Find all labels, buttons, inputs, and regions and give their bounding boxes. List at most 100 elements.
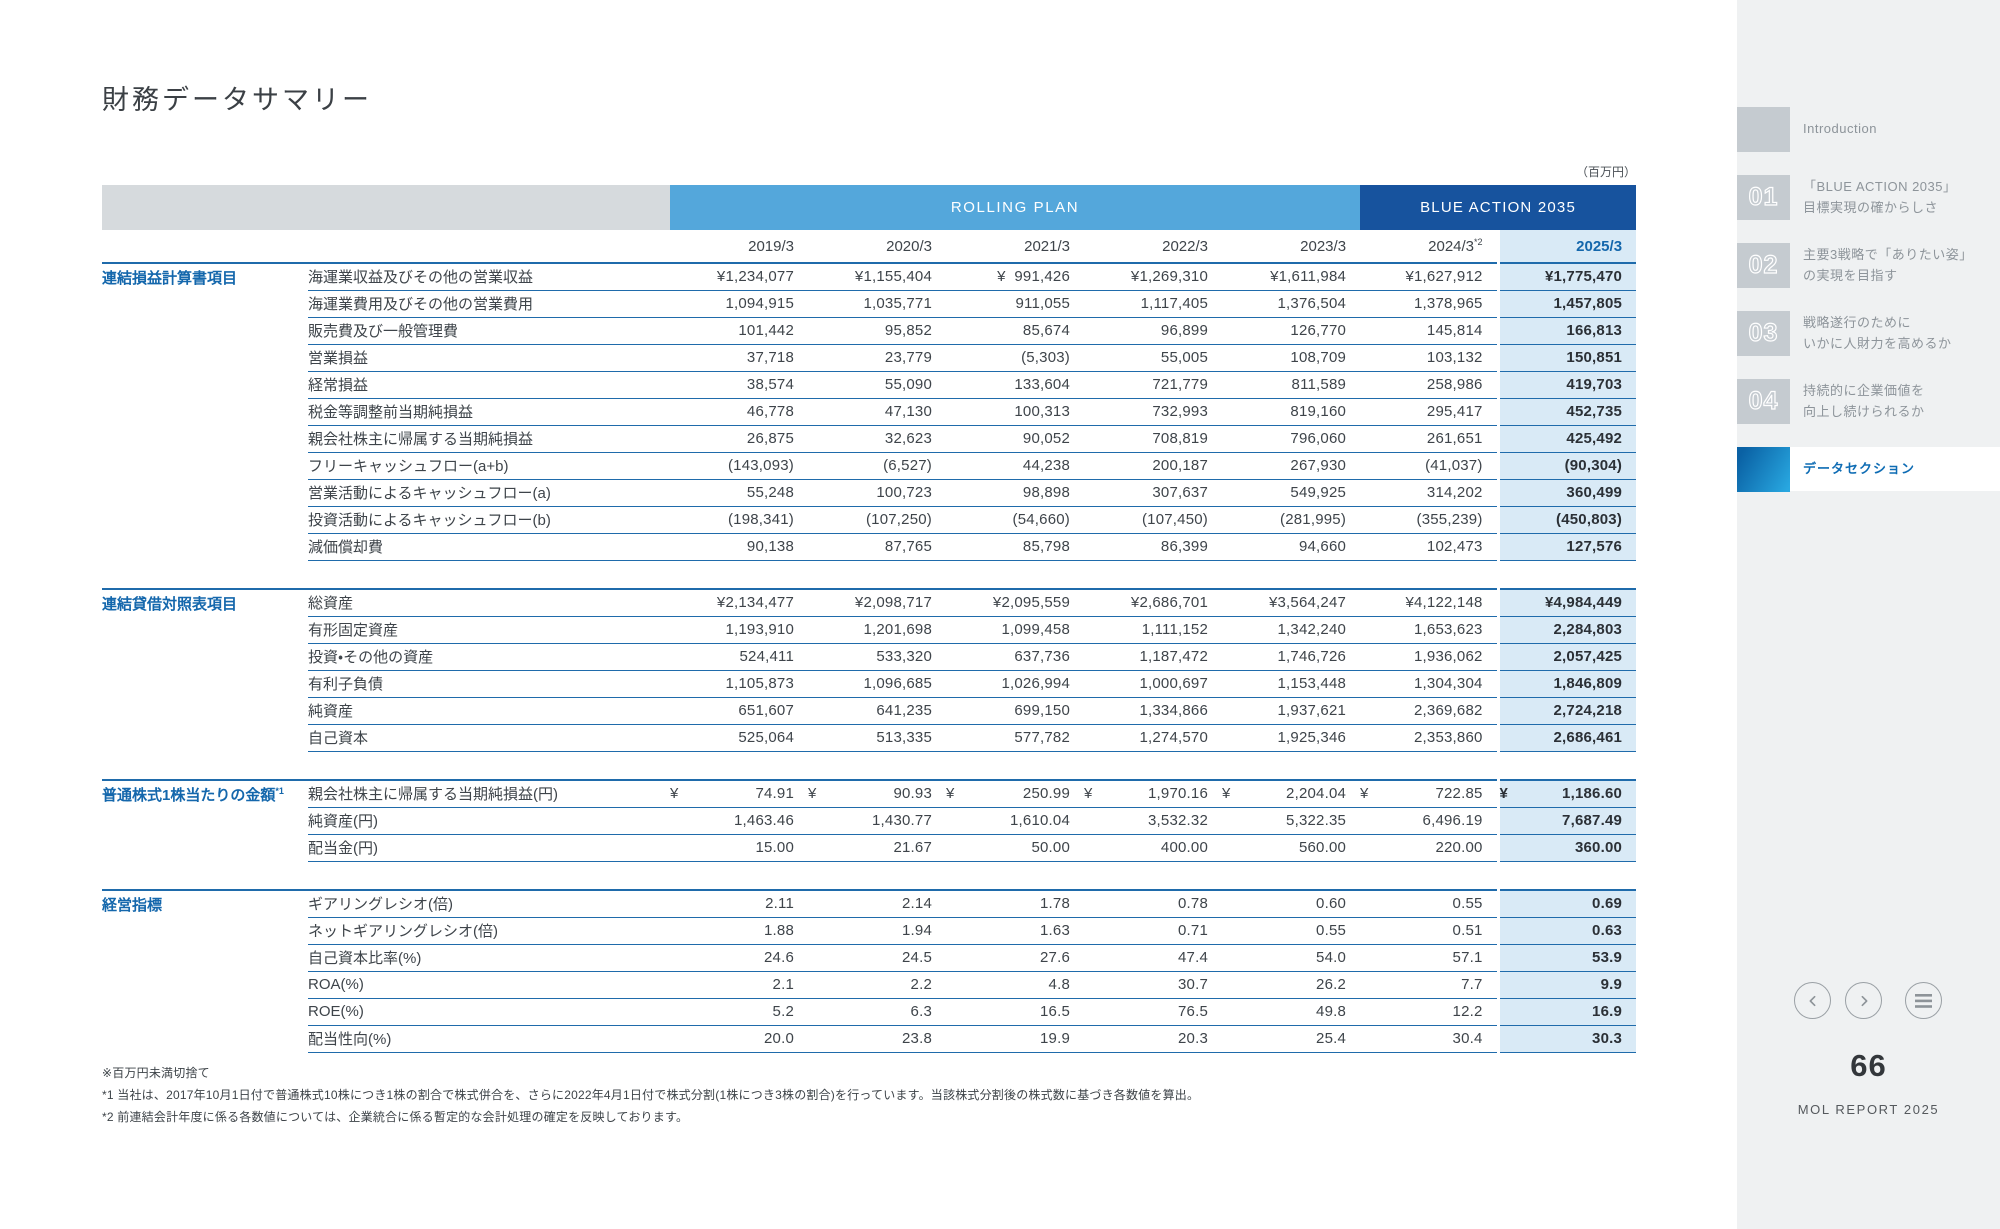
financial-table: ROLLING PLAN BLUE ACTION 2035 2019/3 2020/3… xyxy=(102,185,1637,1053)
page-number: 66 xyxy=(1850,1048,1887,1083)
table-cell: 7.7 xyxy=(1360,971,1499,999)
table-cell: 1.63 xyxy=(946,917,1084,945)
table-cell: 2,724,218 xyxy=(1496,697,1637,725)
table-cell: 2,686,461 xyxy=(1496,724,1637,752)
section-number-badge: 01 xyxy=(1737,175,1790,220)
table-cell: 6,496.19 xyxy=(1360,807,1499,835)
report-title: MOL REPORT 2025 xyxy=(1797,1102,1940,1117)
table-cell: 2.2 xyxy=(808,971,946,999)
group-label: 経営指標 xyxy=(102,889,308,917)
table-cell: 24.6 xyxy=(670,944,808,972)
group-label xyxy=(102,998,308,1025)
table-cell: 811,589 xyxy=(1222,371,1361,399)
table-cell: 1,653,623 xyxy=(1360,616,1499,644)
group-label xyxy=(102,533,308,560)
group-label xyxy=(102,944,308,971)
sidebar-item-data-section[interactable]: データセクション xyxy=(1737,446,2000,492)
table-cell: 27.6 xyxy=(946,944,1084,972)
table-cell: 1,193,910 xyxy=(670,616,808,644)
table-cell: 577,782 xyxy=(946,724,1084,752)
table-cell: 637,736 xyxy=(946,643,1084,671)
table-cell: 524,411 xyxy=(670,643,808,671)
table-cell: (355,239) xyxy=(1360,506,1499,534)
table-cell: 307,637 xyxy=(1084,479,1222,507)
table-cell: 732,993 xyxy=(1084,398,1222,426)
sidebar-item-section-01[interactable]: 01 「BLUE ACTION 2035」 目標実現の確からしさ xyxy=(1737,175,2000,220)
year-header: 2025/3 xyxy=(1496,230,1637,263)
table-cell: 103,132 xyxy=(1360,344,1499,372)
next-page-button[interactable] xyxy=(1845,982,1882,1019)
table-cell: 1.88 xyxy=(670,917,808,945)
year-header: 2020/3 xyxy=(886,237,932,255)
row-label: 減価償却費 xyxy=(308,533,670,561)
chevron-left-icon xyxy=(1805,993,1821,1009)
sidebar-item-introduction[interactable]: Introduction xyxy=(1737,107,2000,152)
table-cell: ¥1,155,404 xyxy=(808,262,946,291)
table-header-band-row: ROLLING PLAN BLUE ACTION 2035 xyxy=(102,185,1637,230)
table-cell: 258,986 xyxy=(1360,371,1499,399)
header-band-blue-action: BLUE ACTION 2035 xyxy=(1360,185,1637,230)
table-cell: 425,492 xyxy=(1496,425,1637,453)
table-cell: 360.00 xyxy=(1496,834,1637,862)
footnote: *1 当社は、2017年10月1日付で普通株式10株につき1株の割合で株式併合を… xyxy=(102,1087,1200,1102)
table-cell: 641,235 xyxy=(808,697,946,725)
table-cell: 1,746,726 xyxy=(1222,643,1361,671)
menu-icon xyxy=(1915,993,1932,1008)
table-cell: 200,187 xyxy=(1084,452,1222,480)
table-row: 自己資本 525,064 513,335 577,782 1,274,570 1,925,… xyxy=(102,724,1637,752)
chevron-right-icon xyxy=(1856,993,1872,1009)
table-cell: 102,473 xyxy=(1360,533,1499,561)
table-cell: ¥2,686,701 xyxy=(1084,588,1222,617)
table-cell: ¥1,234,077 xyxy=(670,262,808,291)
table-cell: 38,574 xyxy=(670,371,808,399)
table-cell: 267,930 xyxy=(1222,452,1361,480)
sidebar-item-section-04[interactable]: 04 持続的に企業価値を 向上し続けられるか xyxy=(1737,379,2000,424)
group-label xyxy=(102,506,308,533)
row-label: 税金等調整前当期純損益 xyxy=(308,398,670,426)
row-label: ROA(%) xyxy=(308,971,670,999)
table-cell: ¥2,098,717 xyxy=(808,588,946,617)
table-cell: ¥1,970.16 xyxy=(1084,779,1222,808)
prev-page-button[interactable] xyxy=(1794,982,1831,1019)
table-cell: 796,060 xyxy=(1222,425,1361,453)
table-cell: 24.5 xyxy=(808,944,946,972)
table-cell: 911,055 xyxy=(946,290,1084,318)
table-cell: (143,093) xyxy=(670,452,808,480)
table-cell: (107,250) xyxy=(808,506,946,534)
group-label xyxy=(102,643,308,670)
table-cell: 30.3 xyxy=(1496,1025,1637,1053)
sidebar: Introduction 01 「BLUE ACTION 2035」 目標実現の確から… xyxy=(1737,0,2000,1229)
table-cell: 21.67 xyxy=(808,834,946,862)
sidebar-item-label: 主要3戦略で「ありたい姿」 の実現を目指す xyxy=(1803,246,1973,283)
group-label xyxy=(102,290,308,317)
row-label: 配当金(円) xyxy=(308,834,670,862)
table-row: 税金等調整前当期純損益 46,778 47,130 100,313 732,993 819… xyxy=(102,398,1637,426)
table-cell: 101,442 xyxy=(670,317,808,345)
table-cell: ¥3,564,247 xyxy=(1222,588,1361,617)
sidebar-item-section-02[interactable]: 02 主要3戦略で「ありたい姿」 の実現を目指す xyxy=(1737,243,2000,288)
table-cell: 54.0 xyxy=(1222,944,1361,972)
table-cell: 23,779 xyxy=(808,344,946,372)
row-label: 営業活動によるキャッシュフロー(a) xyxy=(308,479,670,507)
table-cell: 1,096,685 xyxy=(808,670,946,698)
group-label: 連結貸借対照表項目 xyxy=(102,588,308,616)
year-row-empty xyxy=(102,230,670,263)
table-cell: 295,417 xyxy=(1360,398,1499,426)
table-cell: 108,709 xyxy=(1222,344,1361,372)
table-cell: 150,851 xyxy=(1496,344,1637,372)
sidebar-item-label: 「BLUE ACTION 2035」 目標実現の確からしさ xyxy=(1803,178,1957,215)
sidebar-item-section-03[interactable]: 03 戦略遂行のために いかに人財力を高めるか xyxy=(1737,311,2000,356)
table-cell: 127,576 xyxy=(1496,533,1637,561)
table-cell: 85,674 xyxy=(946,317,1084,345)
table-row: 販売費及び一般管理費 101,442 95,852 85,674 96,899 126,7… xyxy=(102,317,1637,345)
table-row: 連結損益計算書項目 海運業収益及びその他の営業収益 ¥1,234,077 ¥1,155… xyxy=(102,262,1637,291)
table-cell: ¥1,627,912 xyxy=(1360,262,1499,291)
group-label xyxy=(102,317,308,344)
contents-menu-button[interactable] xyxy=(1905,982,1942,1019)
table-cell: 5.2 xyxy=(670,998,808,1026)
table-cell: (41,037) xyxy=(1360,452,1499,480)
table-cell: ¥4,122,148 xyxy=(1360,588,1499,617)
table-cell: 2,353,860 xyxy=(1360,724,1499,752)
table-cell: 360,499 xyxy=(1496,479,1637,507)
table-cell: 1,274,570 xyxy=(1084,724,1222,752)
